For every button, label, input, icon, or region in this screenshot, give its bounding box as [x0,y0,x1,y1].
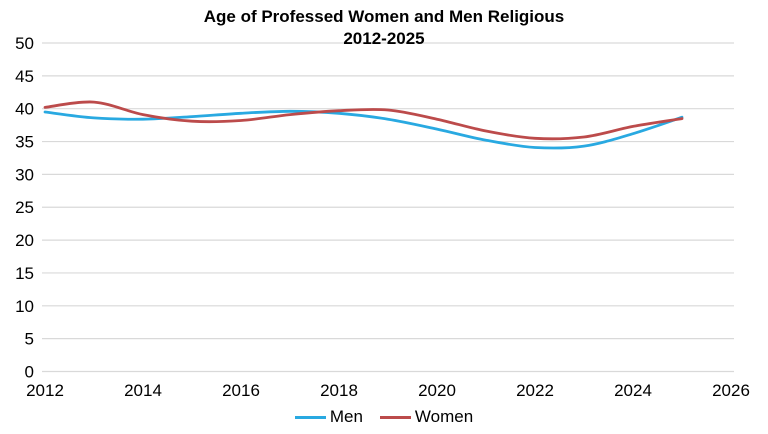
y-tick-label-40: 40 [15,100,34,119]
y-tick-label-5: 5 [25,330,34,349]
x-tick-label-2014: 2014 [124,381,162,400]
x-tick-label-2026: 2026 [712,381,750,400]
legend-women-line-icon [379,415,411,419]
y-tick-label-0: 0 [25,362,34,381]
y-tick-label-20: 20 [15,231,34,250]
y-tick-label-10: 10 [15,297,34,316]
y-tick-label-35: 35 [15,133,34,152]
chart-title: Age of Professed Women and Men Religious [203,7,565,26]
x-tick-label-2016: 2016 [222,381,260,400]
series-line-men [43,109,684,150]
x-tick-label-2022: 2022 [516,381,554,400]
y-tick-label-25: 25 [15,198,34,217]
legend-men-line-icon [294,415,326,419]
x-tick-label-2018: 2018 [320,381,358,400]
x-tick-label-2012: 2012 [26,381,64,400]
x-tick-label-2020: 2020 [418,381,456,400]
y-tick-label-15: 15 [15,264,34,283]
legend-men-label: Men [329,407,363,426]
legend-item-men: Men [294,407,363,427]
legend-item-women: Women [379,407,474,427]
chart-subtitle: 2012-2025 [343,29,425,48]
chart-legend: Men Women [0,407,768,427]
y-tick-label-50: 50 [15,34,34,53]
y-tick-label-30: 30 [15,165,34,184]
legend-women-label: Women [414,407,474,426]
x-tick-label-2024: 2024 [614,381,652,400]
y-tick-label-45: 45 [15,67,34,86]
series-line-women [43,100,684,141]
